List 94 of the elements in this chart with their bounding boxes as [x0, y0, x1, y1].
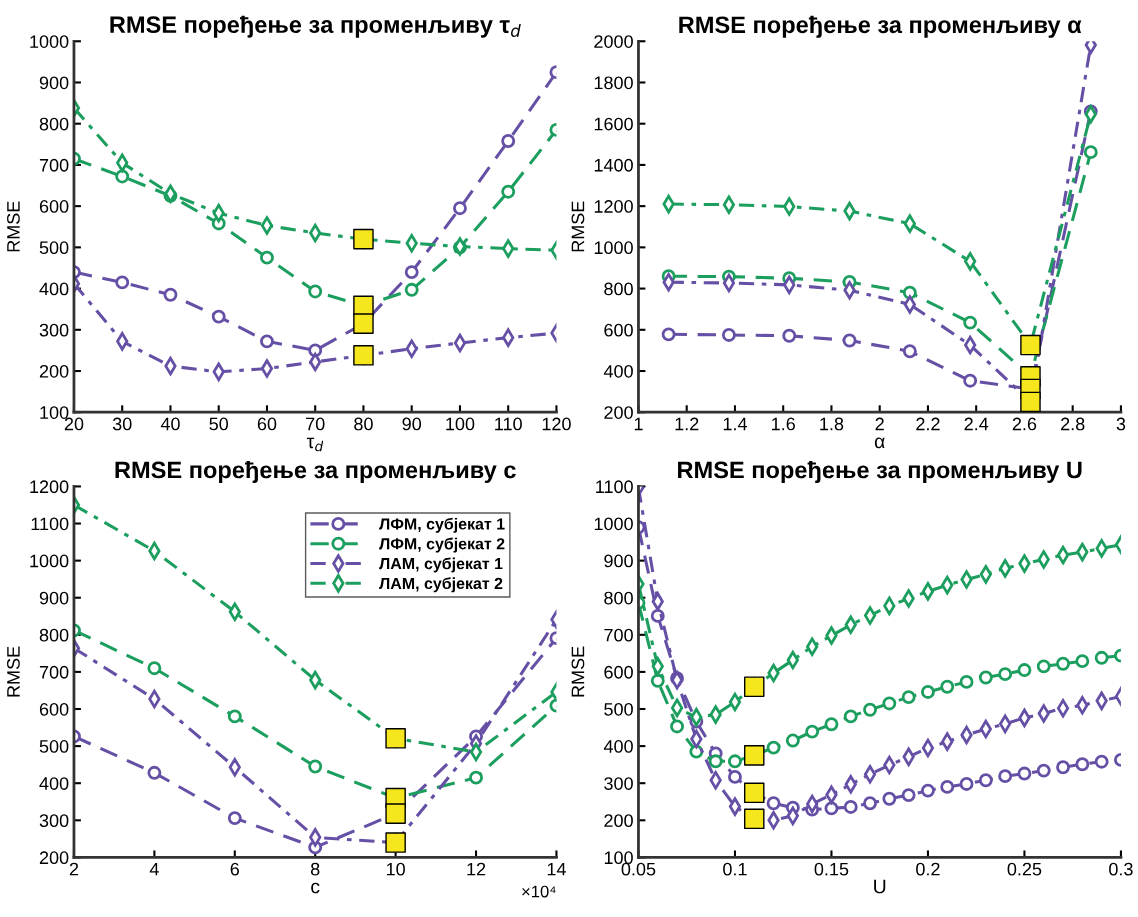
y-tick-label: 1100 [31, 517, 69, 531]
y-tick-label: 500 [39, 740, 69, 753]
legend-label: ЛАМ, субјекат 2 [379, 577, 503, 593]
x-tick-label: 1.8 [820, 417, 844, 431]
y-tick-label: 100 [40, 406, 69, 419]
x-tick-label: 14 [547, 862, 566, 876]
x-tick-label: 30 [112, 417, 132, 431]
chart-title: RMSE поређење за променљиву U [678, 460, 1082, 483]
y-tick-label: 1000 [30, 554, 69, 568]
y-tick-label: 900 [39, 591, 69, 605]
y-tick-label: 400 [603, 364, 633, 378]
y-tick-label: 300 [604, 777, 633, 790]
y-axis-title: RMSE [7, 201, 20, 252]
legend-label: ЛАМ, субјекат 1 [379, 557, 503, 573]
x-tick-label: 2.4 [964, 417, 989, 431]
y-tick-label: 500 [604, 702, 633, 716]
y-tick-label: 1100 [596, 480, 633, 494]
y-tick-label: 700 [39, 665, 69, 679]
y-tick-label: 1800 [594, 76, 633, 90]
y-tick-label: 900 [39, 76, 69, 90]
y-tick-label: 500 [39, 241, 69, 255]
y-axis-title: RMSE [571, 201, 585, 252]
y-axis-title: RMSE [571, 646, 585, 697]
x-tick-label: 120 [542, 417, 571, 431]
y-tick-label: 600 [39, 200, 69, 213]
y-tick-label: 1600 [594, 117, 633, 131]
y-tick-label: 800 [604, 591, 633, 605]
x-tick-label: 0.05 [621, 862, 656, 876]
y-tick-label: 200 [39, 851, 69, 865]
x-tick-label: 0.1 [723, 862, 747, 876]
chart-title: RMSE поређење за променљиву τ$_{d}$ [110, 15, 521, 38]
y-tick-label: 2000 [594, 35, 633, 48]
chart-title: RMSE поређење за променљиву α [679, 15, 1082, 38]
x-tick-label: 80 [354, 417, 373, 431]
y-tick-label: 900 [604, 554, 633, 568]
y-tick-label: 1200 [30, 480, 69, 494]
x-tick-label: 2 [875, 417, 884, 431]
x-tick-label: 1.2 [675, 417, 699, 431]
legend-label: ЛФМ, субјекат 1 [379, 517, 505, 533]
y-tick-label: 800 [39, 117, 69, 131]
y-tick-label: 1000 [30, 35, 69, 48]
y-tick-label: 200 [604, 406, 633, 419]
x-tick-label: 0.2 [916, 862, 940, 876]
x-tick-label: 40 [160, 417, 180, 431]
y-tick-label: 1000 [594, 517, 633, 531]
y-tick-label: 1000 [594, 241, 633, 255]
y-tick-label: 200 [39, 364, 69, 378]
x-tick-label: 4 [149, 862, 159, 876]
x-tick-label: 0.3 [1109, 862, 1133, 876]
y-tick-label: 600 [39, 702, 69, 716]
y-tick-label: 400 [39, 282, 69, 296]
x-tick-label: 0.25 [1007, 862, 1042, 876]
y-tick-label: 300 [39, 323, 69, 337]
x-tick-label: 1.6 [772, 417, 795, 431]
y-tick-label: 200 [604, 814, 633, 828]
x-tick-label: 90 [402, 417, 422, 431]
x-tick-label: 3 [1116, 417, 1126, 431]
y-tick-label: 300 [39, 814, 69, 828]
chart-title: RMSE поређење за променљиву c [115, 460, 516, 483]
x-tick-label: 1 [634, 417, 643, 431]
x-tick-label: 0.15 [814, 862, 849, 876]
text: ×10⁴ [522, 885, 556, 898]
y-tick-label: 1200 [594, 200, 633, 213]
x-axis-title: τ$_{d}$ [306, 437, 324, 452]
x-tick-label: 50 [209, 417, 229, 431]
x-tick-label: 70 [306, 417, 325, 431]
y-tick-label: 600 [604, 665, 633, 679]
x-tick-label: 12 [467, 862, 486, 876]
x-tick-label: 8 [310, 862, 320, 876]
x-tick-label: 60 [257, 417, 277, 431]
x-tick-label: 6 [230, 862, 240, 876]
x-tick-label: 20 [64, 417, 84, 431]
x-axis-title: c [311, 882, 320, 894]
x-tick-label: 2.6 [1012, 417, 1037, 431]
y-axis-title: RMSE [7, 646, 20, 697]
y-tick-label: 800 [39, 628, 69, 642]
x-tick-label: 100 [446, 417, 475, 431]
x-tick-label: 110 [495, 417, 522, 431]
y-tick-label: 400 [39, 777, 69, 790]
x-tick-label: 10 [386, 862, 405, 876]
x-axis-title: U [874, 879, 886, 894]
x-axis-title: α [874, 437, 885, 449]
x-tick-label: 1.4 [723, 417, 747, 431]
y-tick-label: 800 [604, 282, 633, 296]
y-tick-label: 600 [604, 323, 633, 337]
y-tick-label: 700 [39, 158, 69, 172]
x-tick-label: 2.2 [916, 417, 940, 431]
x-tick-label: 2.8 [1061, 417, 1085, 431]
y-tick-label: 100 [604, 851, 633, 865]
legend-label: ЛФМ, субјекат 2 [379, 537, 505, 553]
y-tick-label: 400 [603, 740, 633, 753]
x-tick-label: 2 [69, 862, 79, 876]
y-tick-label: 1400 [594, 158, 633, 172]
y-tick-label: 700 [604, 628, 633, 642]
